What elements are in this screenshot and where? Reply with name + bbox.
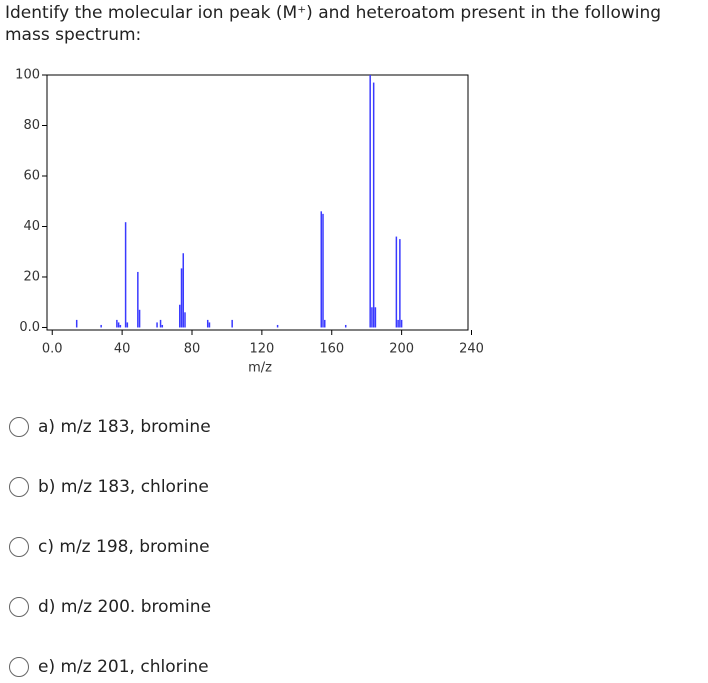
x-tick-label: 40 <box>114 342 131 357</box>
peak <box>138 309 141 328</box>
peak <box>400 319 403 328</box>
peak <box>180 268 183 328</box>
x-tick-label: 120 <box>249 342 274 357</box>
radio-button[interactable] <box>9 597 29 617</box>
peak <box>159 319 162 328</box>
peak <box>208 322 211 328</box>
peak <box>117 322 120 328</box>
peak <box>206 319 209 328</box>
answer-option[interactable]: a) m/z 183, bromine <box>9 415 211 439</box>
x-tick-label: 0.0 <box>42 342 63 357</box>
radio-button[interactable] <box>9 657 29 677</box>
y-tick-label: 40 <box>23 219 40 234</box>
peak <box>184 312 186 328</box>
peak <box>372 82 375 328</box>
peak <box>324 319 326 328</box>
option-label: a) m/z 183, bromine <box>38 417 211 437</box>
x-tick-label: 160 <box>319 342 344 357</box>
option-label: e) m/z 201, chlorine <box>38 657 209 677</box>
answer-option[interactable]: e) m/z 201, chlorine <box>9 655 209 679</box>
y-tick-label: 0.0 <box>19 320 40 335</box>
y-tick-label: 100 <box>15 68 40 83</box>
peak <box>320 211 323 328</box>
option-label: b) m/z 183, chlorine <box>38 477 209 497</box>
peak <box>179 304 181 328</box>
answer-option[interactable]: c) m/z 198, bromine <box>9 535 210 559</box>
radio-button[interactable] <box>9 477 29 497</box>
peak <box>322 213 324 328</box>
y-tick-label: 20 <box>23 269 40 284</box>
radio-button[interactable] <box>9 537 29 557</box>
peak <box>231 319 233 328</box>
peak <box>156 322 158 328</box>
mass-spectrum: m/z 0.0 20 40 60 80 100 0.0 40 80 120 160 200 240 <box>15 68 484 376</box>
peak <box>75 319 78 328</box>
peak <box>395 236 398 328</box>
peak <box>126 322 129 328</box>
plot-frame <box>46 74 469 331</box>
option-label: c) m/z 198, bromine <box>38 537 210 557</box>
x-tick-label: 200 <box>389 342 414 357</box>
option-label: d) m/z 200. bromine <box>38 597 212 617</box>
answer-option[interactable]: b) m/z 183, chlorine <box>9 475 209 499</box>
question-text: Identify the molecular ion peak (M⁺) and… <box>5 3 662 45</box>
peak <box>276 324 279 328</box>
peak <box>161 324 164 328</box>
peak <box>137 271 139 328</box>
peak <box>374 307 377 328</box>
peak <box>124 222 127 328</box>
peak <box>397 319 399 328</box>
peak <box>399 239 401 328</box>
peak <box>371 307 373 328</box>
peak <box>119 324 122 328</box>
peak <box>369 75 371 328</box>
radio-button[interactable] <box>9 417 29 437</box>
x-tick-label: 80 <box>184 342 201 357</box>
answer-option[interactable]: d) m/z 200. bromine <box>9 595 211 619</box>
peak <box>182 253 185 328</box>
peak <box>116 319 118 328</box>
peak <box>100 324 102 328</box>
peak <box>344 324 347 328</box>
x-tick-label: 240 <box>459 342 484 357</box>
y-tick-label: 80 <box>23 118 40 133</box>
x-axis-label: m/z <box>248 361 272 376</box>
y-tick-label: 60 <box>23 168 40 183</box>
